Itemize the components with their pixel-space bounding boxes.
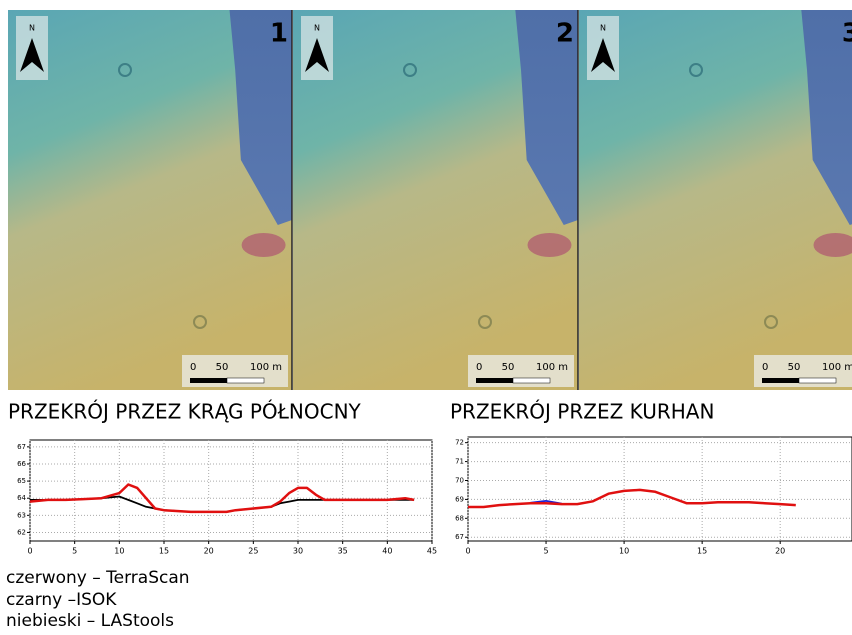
scale-bar-black — [476, 378, 513, 383]
map-hill — [242, 233, 286, 257]
plot-area — [468, 437, 852, 541]
map-number: 2 — [556, 19, 574, 49]
x-tick-label: 15 — [697, 547, 707, 556]
scale-label: 50 — [502, 362, 515, 373]
chart-title: PRZEKRÓJ PRZEZ KRĄG PÓŁNOCNY — [8, 400, 362, 424]
map-number: 1 — [270, 19, 288, 49]
legend-line: czerwony – TerraScan — [6, 568, 190, 588]
map-panel: N 1 0 50 100 m — [8, 10, 292, 390]
x-tick-label: 5 — [544, 547, 549, 556]
map-panel: N 2 0 50 100 m — [293, 10, 578, 390]
y-tick-label: 70 — [455, 476, 464, 484]
scale-bar-white — [799, 378, 836, 383]
y-tick-label: 67 — [17, 443, 26, 451]
x-tick-label: 5 — [72, 547, 77, 556]
scale-label: 50 — [216, 362, 229, 373]
scale-label: 100 m — [536, 362, 568, 373]
map-panel: N 3 0 50 100 m — [579, 10, 852, 390]
map-hill — [528, 233, 572, 257]
scale-bar-white — [227, 378, 264, 383]
legend-line: czarny –ISOK — [6, 590, 117, 610]
y-tick-label: 71 — [455, 458, 464, 466]
scale-bar-black — [190, 378, 227, 383]
y-tick-label: 63 — [17, 511, 26, 519]
scale-bar-black — [762, 378, 799, 383]
x-tick-label: 40 — [382, 547, 392, 556]
scale-label: 100 m — [250, 362, 282, 373]
y-tick-label: 69 — [455, 495, 464, 503]
y-tick-label: 64 — [17, 494, 26, 502]
y-tick-label: 65 — [17, 477, 26, 485]
y-tick-label: 72 — [455, 439, 464, 447]
x-tick-label: 20 — [204, 547, 214, 556]
scale-label: 0 — [190, 362, 196, 373]
map-number: 3 — [842, 19, 852, 49]
scale-label: 50 — [788, 362, 801, 373]
north-label: N — [29, 24, 35, 33]
x-tick-label: 0 — [465, 547, 470, 556]
y-tick-label: 62 — [17, 528, 26, 536]
x-tick-label: 10 — [619, 547, 629, 556]
scale-label: 0 — [476, 362, 482, 373]
x-tick-label: 15 — [159, 547, 169, 556]
north-label: N — [600, 24, 606, 33]
chart-title: PRZEKRÓJ PRZEZ KURHAN — [450, 400, 714, 424]
x-tick-label: 0 — [27, 547, 32, 556]
x-tick-label: 10 — [114, 547, 124, 556]
x-tick-label: 25 — [248, 547, 258, 556]
x-tick-label: 35 — [338, 547, 348, 556]
y-tick-label: 68 — [455, 514, 464, 522]
x-tick-label: 30 — [293, 547, 303, 556]
scale-label: 100 m — [822, 362, 852, 373]
y-tick-label: 67 — [455, 533, 464, 541]
x-tick-label: 45 — [427, 547, 437, 556]
scale-bar-white — [513, 378, 550, 383]
legend-line: niebieski – LAStools — [6, 611, 174, 631]
y-tick-label: 66 — [17, 460, 26, 468]
north-label: N — [314, 24, 320, 33]
scale-label: 0 — [762, 362, 768, 373]
figure: PRZEKRÓJ PRZEZ KRĄG PÓŁNOCNY PRZEKRÓJ PR… — [0, 0, 852, 631]
plot-area — [30, 440, 432, 541]
x-tick-label: 20 — [775, 547, 785, 556]
